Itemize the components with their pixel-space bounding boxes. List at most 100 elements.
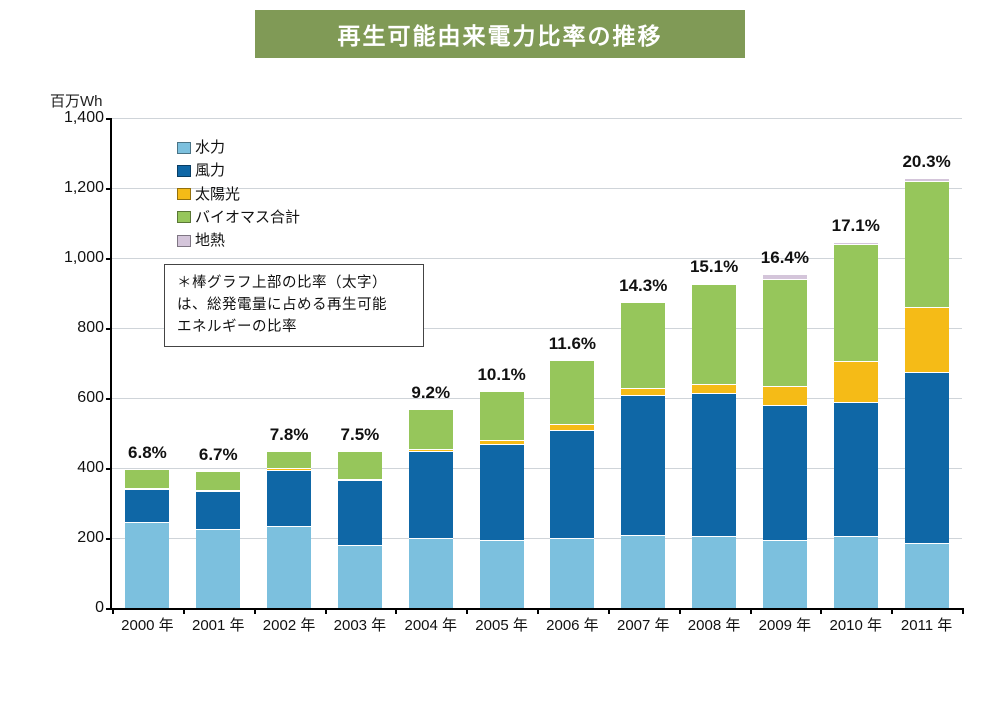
- bar-segment-geo: [905, 178, 949, 182]
- bar-segment-wind: [834, 402, 878, 537]
- legend-item-biomass: バイオマス合計: [177, 206, 300, 229]
- bar-percent-label: 14.3%: [619, 276, 667, 296]
- bar-percent-label: 6.7%: [199, 445, 238, 465]
- legend-label: 太陽光: [195, 183, 240, 206]
- bar-segment-wind: [267, 470, 311, 526]
- bar-segment-wind: [125, 489, 169, 522]
- bar-group: 10.1%: [480, 391, 524, 608]
- bar-segment-biomass: [763, 279, 807, 386]
- bar-percent-label: 6.8%: [128, 443, 167, 463]
- x-tick-mark: [254, 608, 256, 614]
- page-root: 再生可能由来電力比率の推移 百万Wh 02004006008001,0001,2…: [0, 0, 1000, 715]
- bar-segment-solar: [409, 449, 453, 451]
- legend-swatch: [177, 235, 191, 247]
- bar-segment-solar: [550, 424, 594, 429]
- bar-group: 9.2%: [409, 409, 453, 608]
- legend-swatch: [177, 165, 191, 177]
- bar-percent-label: 7.5%: [341, 425, 380, 445]
- bar-segment-wind: [763, 405, 807, 540]
- bar-segment-biomass: [692, 284, 736, 384]
- bar-group: 7.8%: [267, 451, 311, 608]
- bar-percent-label: 17.1%: [832, 216, 880, 236]
- bar-segment-wind: [621, 395, 665, 535]
- bar-segment-geo: [834, 242, 878, 244]
- bar-segment-wind: [196, 491, 240, 530]
- bar-segment-wind: [692, 393, 736, 537]
- bar-group: 6.7%: [196, 471, 240, 608]
- x-tick-mark: [395, 608, 397, 614]
- x-tick-mark: [112, 608, 114, 614]
- bar-segment-hydro: [267, 526, 311, 608]
- bar-percent-label: 16.4%: [761, 248, 809, 268]
- bar-group: 14.3%: [621, 302, 665, 608]
- x-tick-label: 2001 年: [192, 608, 245, 635]
- bar-percent-label: 11.6%: [549, 334, 596, 354]
- bar-segment-hydro: [480, 540, 524, 608]
- x-tick-mark: [466, 608, 468, 614]
- bar-segment-solar: [267, 468, 311, 469]
- bar-segment-biomass: [480, 391, 524, 440]
- note-line: エネルギーの比率: [177, 317, 411, 339]
- x-tick-label: 2008 年: [688, 608, 741, 635]
- bar-percent-label: 20.3%: [902, 152, 950, 172]
- y-tick-label: 1,400: [64, 109, 112, 127]
- legend-item-geo: 地熱: [177, 229, 300, 252]
- chart-title: 再生可能由来電力比率の推移: [255, 10, 745, 58]
- bar-percent-label: 9.2%: [411, 383, 450, 403]
- legend-label: バイオマス合計: [195, 206, 300, 229]
- bar-segment-hydro: [763, 540, 807, 608]
- bar-segment-hydro: [409, 538, 453, 608]
- bar-percent-label: 15.1%: [690, 257, 738, 277]
- y-tick-label: 1,200: [64, 179, 112, 197]
- bar-segment-solar: [834, 361, 878, 401]
- bar-segment-biomass: [550, 360, 594, 425]
- x-tick-mark: [820, 608, 822, 614]
- plot-region: 02004006008001,0001,2001,4006.8%6.7%7.8%…: [110, 118, 962, 610]
- bar-segment-hydro: [196, 529, 240, 608]
- bar-segment-biomass: [621, 302, 665, 388]
- x-tick-label: 2010 年: [829, 608, 882, 635]
- chart-area: 百万Wh 02004006008001,0001,2001,4006.8%6.7…: [50, 90, 970, 680]
- bar-segment-solar: [692, 384, 736, 393]
- legend-label: 地熱: [195, 229, 225, 252]
- bar-segment-biomass: [834, 244, 878, 361]
- bar-segment-wind: [550, 430, 594, 539]
- x-tick-mark: [750, 608, 752, 614]
- bar-segment-hydro: [621, 535, 665, 609]
- x-tick-label: 2002 年: [263, 608, 316, 635]
- bar-segment-geo: [763, 274, 807, 279]
- bar-segment-wind: [409, 451, 453, 539]
- note-line: は、総発電量に占める再生可能: [177, 295, 411, 317]
- legend: 水力風力太陽光バイオマス合計地熱: [177, 136, 300, 252]
- bar-segment-hydro: [905, 543, 949, 608]
- bar-segment-biomass: [338, 451, 382, 479]
- x-tick-mark: [962, 608, 964, 614]
- note-box: ＊棒グラフ上部の比率（太字）は、総発電量に占める再生可能エネルギーの比率: [164, 264, 424, 347]
- bar-group: 20.3%: [905, 178, 949, 609]
- bar-segment-biomass: [409, 409, 453, 449]
- x-tick-mark: [679, 608, 681, 614]
- bar-group: 17.1%: [834, 242, 878, 608]
- x-tick-mark: [325, 608, 327, 614]
- x-tick-label: 2011 年: [901, 608, 952, 635]
- bar-segment-biomass: [905, 181, 949, 307]
- legend-item-hydro: 水力: [177, 136, 300, 159]
- x-tick-label: 2009 年: [759, 608, 812, 635]
- legend-label: 風力: [195, 159, 225, 182]
- x-tick-mark: [537, 608, 539, 614]
- x-tick-label: 2007 年: [617, 608, 670, 635]
- x-tick-label: 2003 年: [334, 608, 387, 635]
- bar-segment-biomass: [267, 451, 311, 469]
- x-tick-mark: [183, 608, 185, 614]
- x-tick-mark: [891, 608, 893, 614]
- legend-label: 水力: [195, 136, 225, 159]
- legend-item-solar: 太陽光: [177, 183, 300, 206]
- legend-swatch: [177, 211, 191, 223]
- bar-percent-label: 7.8%: [270, 425, 309, 445]
- y-axis-unit-label: 百万Wh: [50, 90, 103, 111]
- bar-segment-hydro: [550, 538, 594, 608]
- bar-segment-solar: [338, 479, 382, 480]
- bar-group: 6.8%: [125, 469, 169, 608]
- bar-group: 11.6%: [550, 360, 594, 609]
- bar-segment-wind: [905, 372, 949, 544]
